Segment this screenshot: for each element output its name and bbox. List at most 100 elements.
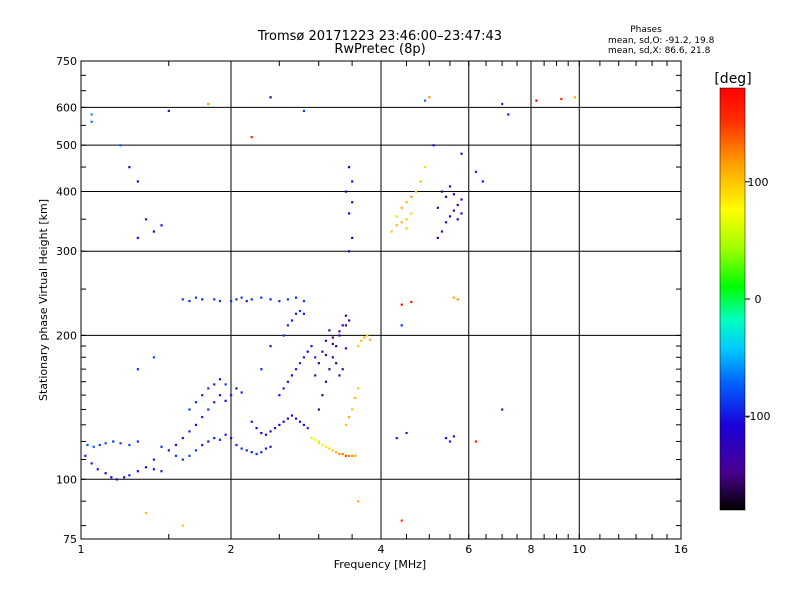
data-point (347, 454, 351, 457)
data-point (368, 338, 372, 341)
data-point (260, 431, 263, 435)
data-point (260, 451, 263, 454)
x-tick-label: 4 (378, 543, 385, 556)
data-point (560, 97, 563, 101)
data-point (321, 443, 324, 447)
data-point (207, 102, 210, 106)
y-tick-label: 500 (56, 139, 77, 152)
data-point (294, 312, 298, 315)
data-point (302, 312, 306, 315)
data-point (174, 443, 178, 447)
colorbar-ticks: 100 0 -100 (745, 176, 770, 423)
data-point (218, 378, 222, 381)
data-point (188, 408, 191, 411)
data-point (321, 394, 324, 397)
data-point (302, 300, 306, 303)
data-point (112, 440, 115, 443)
data-point (128, 166, 131, 169)
colorbar-label: [deg] (714, 71, 751, 87)
x-tick-label: 8 (528, 543, 535, 556)
data-point (282, 334, 285, 337)
data-point (347, 212, 351, 215)
data-point (395, 215, 398, 218)
data-point (104, 472, 107, 475)
data-point (338, 330, 341, 333)
data-point (317, 440, 320, 443)
data-point (96, 468, 99, 471)
data-point (230, 300, 233, 303)
data-point (181, 524, 184, 527)
y-tick-label: 400 (56, 185, 77, 198)
data-point (167, 449, 170, 452)
data-point (351, 454, 354, 457)
data-point (290, 374, 294, 377)
data-point (269, 445, 272, 448)
data-point (264, 433, 268, 436)
data-point (290, 319, 294, 322)
data-point (286, 417, 289, 420)
data-point (298, 309, 302, 313)
data-point (400, 519, 403, 522)
data-point (436, 236, 439, 240)
data-point (264, 447, 268, 450)
data-point (294, 296, 298, 299)
data-point (306, 350, 309, 353)
data-point (314, 356, 317, 359)
data-point (194, 449, 198, 452)
x-axis-label: Frequency [MHz] (334, 558, 426, 571)
data-point (444, 436, 448, 440)
data-point (224, 399, 227, 402)
data-point (188, 300, 191, 303)
data-point (360, 339, 363, 342)
data-point (395, 224, 398, 227)
data-point (444, 221, 448, 224)
data-point (144, 512, 148, 515)
data-point (341, 368, 344, 371)
data-point (92, 445, 95, 448)
data-point (136, 440, 139, 443)
data-point (294, 417, 298, 420)
data-point (260, 296, 263, 299)
data-point (218, 300, 222, 303)
data-point (110, 476, 113, 479)
data-point (302, 423, 306, 427)
data-point (201, 298, 204, 301)
data-point (456, 218, 459, 221)
data-point (331, 342, 334, 346)
data-point (344, 347, 348, 350)
data-point (160, 470, 163, 473)
data-point (245, 449, 248, 452)
data-point (104, 442, 107, 445)
data-point (460, 212, 463, 215)
data-point (136, 368, 139, 371)
data-point (98, 443, 101, 447)
data-point (207, 408, 210, 411)
data-point (306, 427, 309, 430)
data-point (250, 451, 253, 454)
data-point (351, 201, 354, 204)
data-point (436, 206, 439, 209)
data-point (448, 185, 452, 188)
data-point (405, 201, 408, 204)
data-point (298, 420, 302, 423)
data-point (440, 190, 444, 193)
x-tick-labels: 1 2 4 6 8 10 16 (78, 543, 689, 556)
data-point (347, 319, 351, 322)
data-point (286, 380, 289, 383)
data-point (357, 500, 360, 503)
x-tick-label: 16 (674, 543, 688, 556)
data-point (250, 420, 253, 423)
data-point (302, 356, 306, 359)
data-point (400, 324, 403, 327)
data-point (213, 436, 216, 440)
colorbar-tick-label: -100 (746, 410, 771, 423)
data-point (119, 144, 122, 147)
data-point (224, 383, 227, 386)
data-point (240, 391, 243, 394)
data-point (245, 300, 248, 303)
data-point (456, 203, 459, 207)
data-point (535, 99, 538, 102)
data-point (128, 443, 131, 447)
data-point (357, 387, 360, 390)
y-tick-label: 300 (56, 245, 77, 258)
